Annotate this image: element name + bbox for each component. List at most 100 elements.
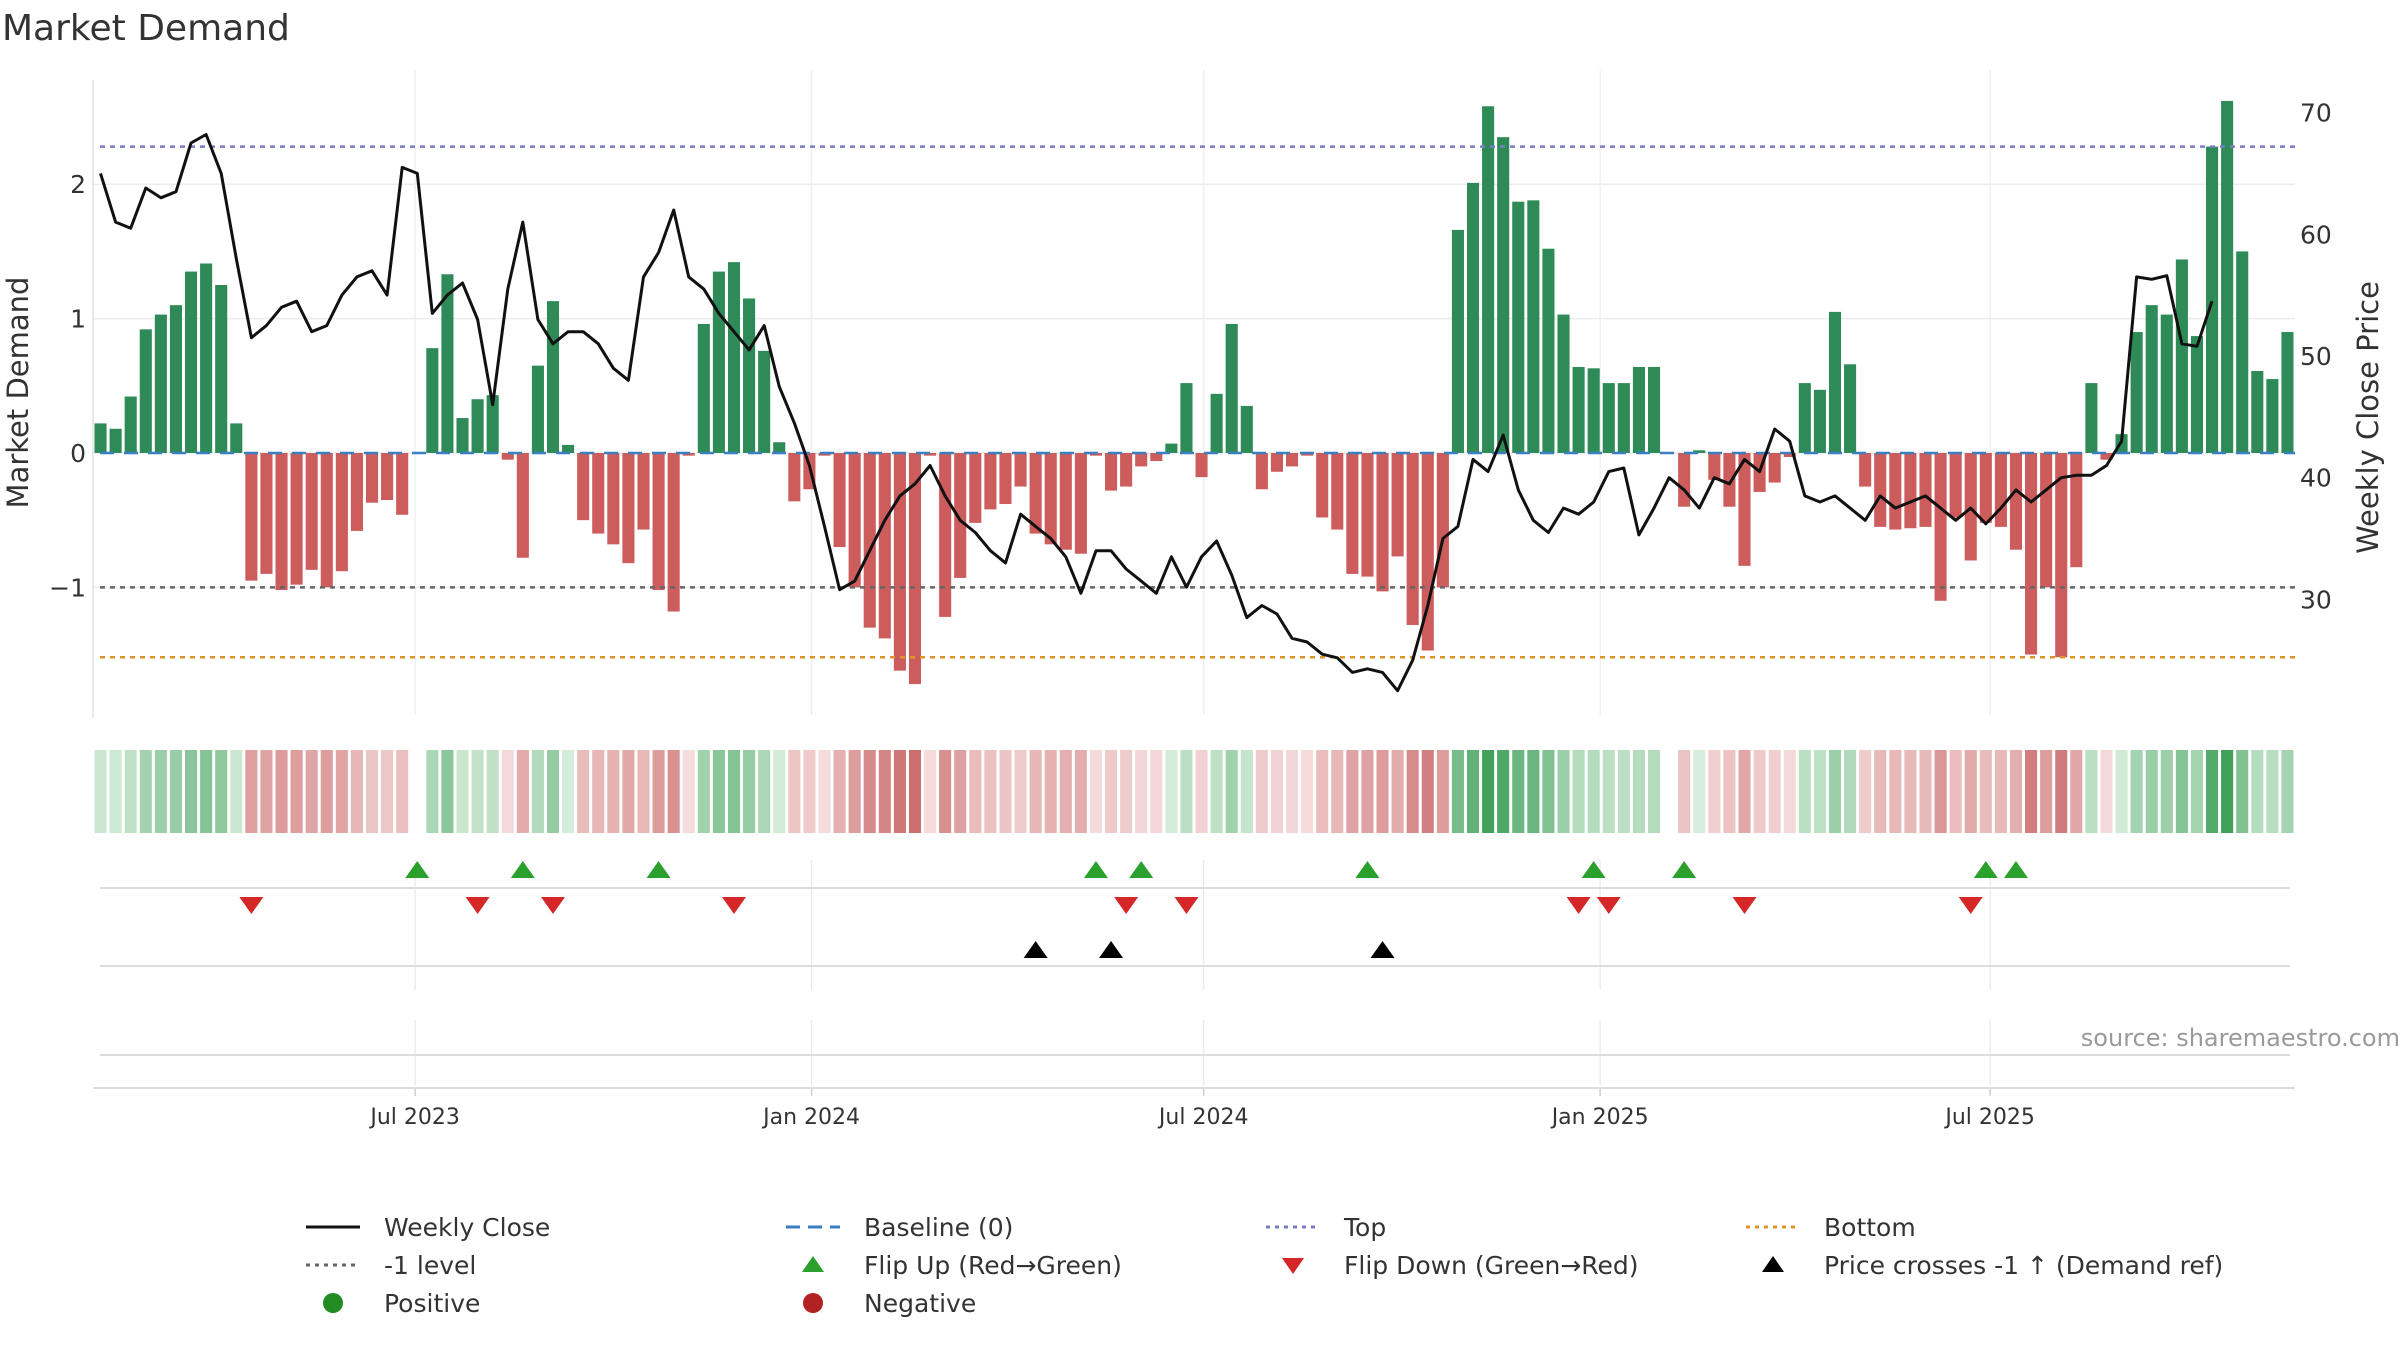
demand-bar — [275, 452, 288, 591]
legend-flip-down: Flip Down (Green→Red) — [1260, 1250, 1639, 1280]
flip-up-marker — [1581, 861, 1606, 878]
legend-top: Top — [1260, 1212, 1386, 1242]
heat-strip-cell — [1828, 750, 1842, 833]
heat-strip-cell — [1482, 750, 1495, 833]
heat-strip-cell — [139, 750, 152, 833]
y-tick-label: 1 — [70, 305, 86, 334]
demand-bar — [2206, 146, 2219, 453]
heat-strip-cell — [2085, 750, 2098, 833]
demand-bar — [743, 298, 756, 453]
demand-bar — [562, 444, 575, 453]
heat-strip-cell — [592, 750, 605, 833]
demand-bar — [1844, 364, 1857, 453]
demand-bar — [1949, 452, 1962, 518]
demand-bar — [2070, 452, 2083, 568]
heat-strip-cell — [939, 750, 952, 833]
flip-down-marker — [1174, 897, 1199, 914]
heat-strip-cell — [516, 750, 529, 833]
heat-strip-cell — [501, 750, 514, 833]
demand-bar — [1828, 311, 1842, 453]
demand-bar — [667, 452, 680, 612]
demand-bar — [501, 452, 514, 460]
legend-price-cross-label: Price crosses -1 ↑ (Demand ref) — [1824, 1250, 2224, 1280]
heat-strip-cell — [1617, 750, 1630, 833]
demand-bar — [1150, 452, 1163, 462]
demand-bar — [1421, 452, 1434, 651]
legend-bottom-label: Bottom — [1824, 1212, 1916, 1242]
demand-bar — [1994, 452, 2007, 527]
heat-strip-cell — [1753, 750, 1766, 833]
demand-bar — [1406, 452, 1419, 625]
heat-strip-cell — [1436, 750, 1449, 833]
legend-positive-icon — [323, 1293, 343, 1313]
price-cross-marker — [1370, 941, 1395, 958]
demand-bar — [2160, 314, 2173, 453]
legend-positive-label: Positive — [384, 1288, 481, 1318]
demand-bar — [999, 452, 1012, 505]
demand-bar — [1195, 452, 1208, 478]
heat-strip-cell — [2266, 750, 2279, 833]
heat-strip-cell — [531, 750, 544, 833]
demand-bar — [1979, 452, 1992, 523]
heat-strip-cell — [1270, 750, 1283, 833]
y-tick-label: −1 — [49, 573, 86, 602]
heat-strip-cell — [863, 750, 876, 833]
demand-bar — [1647, 366, 1661, 453]
demand-bar — [169, 305, 182, 453]
heat-strip-cell — [230, 750, 243, 833]
heat-strip-cell — [773, 750, 786, 833]
demand-bar — [1436, 452, 1449, 588]
heat-strip-cell — [622, 750, 635, 833]
heat-strip-cell — [2009, 750, 2023, 833]
demand-bar — [1074, 452, 1087, 554]
heat-strip-cell — [1195, 750, 1208, 833]
demand-bar — [2236, 251, 2249, 453]
demand-bar — [1783, 452, 1796, 457]
demand-bar — [1693, 450, 1706, 453]
heat-strip-cell — [924, 750, 937, 833]
demand-bar — [1587, 368, 1600, 453]
heat-strip-cell — [2070, 750, 2083, 833]
demand-bar — [230, 423, 243, 453]
heat-strip-cell — [2100, 750, 2113, 833]
y-tick-label: 0 — [70, 439, 86, 468]
heat-strip-cell — [426, 750, 439, 833]
heat-strip-cell — [1542, 750, 1555, 833]
heat-strip-cell — [1602, 750, 1615, 833]
heat-strip-cell — [2221, 750, 2234, 833]
heat-strip-cell — [1346, 750, 1359, 833]
heat-strip-cell — [1165, 750, 1178, 833]
heat-strip-cell — [1783, 750, 1796, 833]
heat-strip-cell — [1768, 750, 1781, 833]
demand-bar — [2190, 336, 2204, 453]
heat-strip-cell — [743, 750, 756, 833]
heat-strip-cell — [1466, 750, 1480, 833]
demand-bar — [1225, 323, 1238, 453]
heat-strip-cell — [381, 750, 394, 833]
heat-strip-cell — [652, 750, 665, 833]
demand-bar — [2055, 452, 2068, 658]
flip-down-marker — [721, 897, 746, 914]
legend-flip-up-label: Flip Up (Red→Green) — [864, 1250, 1122, 1280]
heat-strip-cell — [1331, 750, 1344, 833]
demand-bar — [396, 452, 409, 515]
heat-strip-cell — [2175, 750, 2188, 833]
heat-strip-cell — [200, 750, 213, 833]
demand-bar — [939, 452, 952, 617]
demand-bar — [1105, 452, 1118, 491]
demand-bar — [848, 452, 861, 588]
heat-strip-cell — [1949, 750, 1962, 833]
heat-strip-cell — [1632, 750, 1645, 833]
heat-strip-cell — [1979, 750, 1992, 833]
demand-bar — [350, 452, 363, 531]
legend-top-label: Top — [1344, 1212, 1387, 1242]
heat-strip-cell — [1678, 750, 1691, 833]
heat-strip-cell — [803, 750, 816, 833]
demand-bar — [1512, 201, 1525, 453]
heat-strip-cell — [2206, 750, 2219, 833]
demand-bar — [637, 452, 650, 530]
demand-bar — [1331, 452, 1344, 530]
price-cross-marker — [1023, 941, 1048, 958]
demand-bar — [365, 452, 379, 503]
